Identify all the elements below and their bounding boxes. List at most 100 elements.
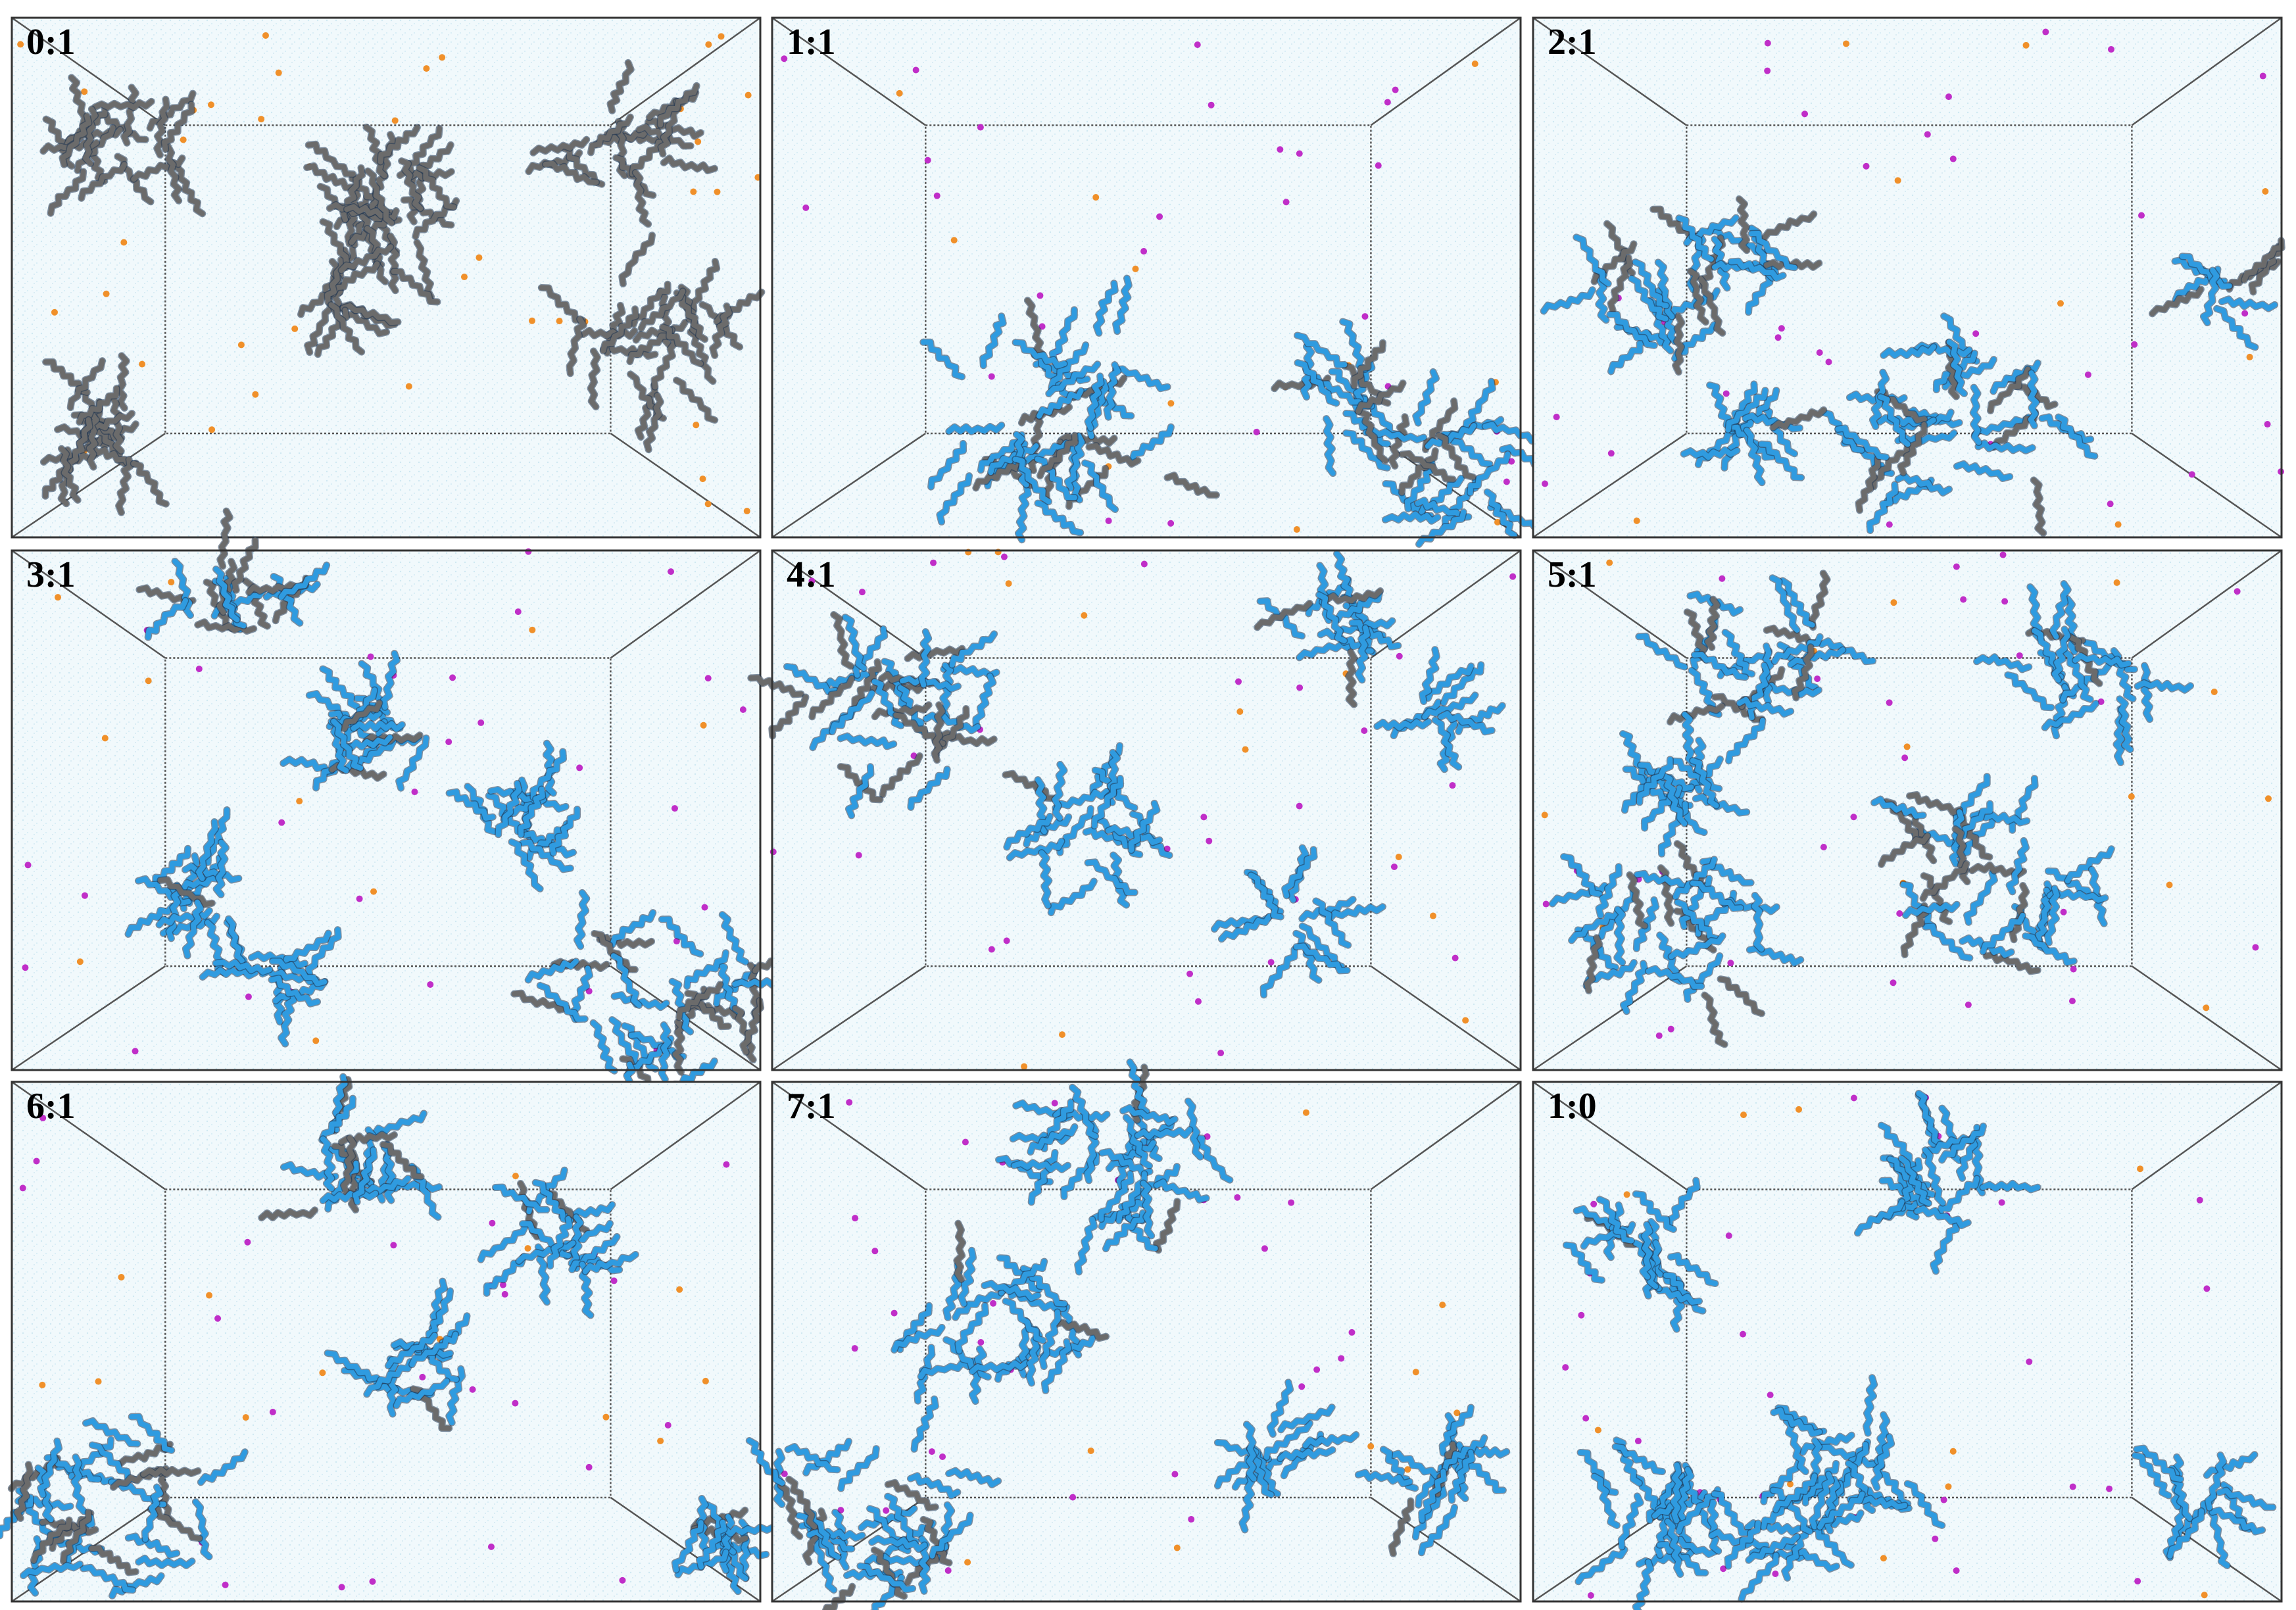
ion: [695, 138, 702, 145]
molecule-chain: [1092, 775, 1123, 829]
ion: [2131, 341, 2138, 348]
molecule-chain: [76, 385, 120, 425]
molecule-chain: [493, 1184, 549, 1213]
molecule-chain: [2045, 885, 2060, 946]
ion: [1167, 520, 1175, 527]
box-edge: [2131, 1081, 2282, 1190]
molecule-chain: [1726, 718, 1765, 764]
molecule-chain: [1746, 1534, 1800, 1563]
molecule-chain: [1633, 1559, 1653, 1610]
molecule-chain: [2141, 663, 2153, 722]
molecule-chain: [610, 953, 642, 1008]
molecule-chain: [684, 950, 729, 989]
ion: [17, 41, 24, 48]
molecule-chain: [785, 1444, 841, 1473]
molecule-chain: [769, 695, 808, 739]
molecule-chain: [155, 1467, 175, 1524]
molecule-chain: [997, 1255, 1042, 1292]
molecule-chain: [530, 748, 566, 800]
molecule-chain: [858, 1505, 917, 1530]
molecule-chain: [1657, 1542, 1708, 1576]
molecule-chain: [588, 348, 600, 410]
molecule-chain: [1870, 370, 1889, 429]
box-edge: [1370, 16, 1521, 126]
molecule-chain: [1037, 433, 1078, 479]
ion: [1384, 99, 1391, 106]
ion: [808, 577, 816, 585]
ion: [207, 101, 214, 109]
molecule-chain: [740, 998, 764, 1055]
molecule-chain: [1085, 859, 1138, 895]
molecule-chain: [86, 412, 99, 470]
molecule-chain: [1356, 380, 1406, 414]
ion: [1361, 727, 1368, 735]
molecule-chain: [1739, 387, 1779, 437]
box-edge: [610, 549, 761, 659]
box-edge: [771, 549, 927, 659]
ion: [705, 41, 712, 48]
molecule-chain: [520, 839, 574, 872]
molecule-chain: [1878, 1123, 1918, 1169]
molecule-chain: [810, 1535, 837, 1593]
ion: [930, 559, 937, 566]
molecule-chain: [1744, 427, 1765, 485]
molecule-chain: [949, 631, 997, 668]
molecule-chain: [232, 537, 258, 593]
molecule-chain: [1578, 1450, 1618, 1496]
molecule-chain: [2134, 1446, 2184, 1482]
ion: [1949, 1448, 1957, 1455]
ion: [423, 65, 430, 72]
molecule-chain: [1661, 773, 1688, 827]
ion: [1000, 553, 1008, 560]
ion: [1949, 155, 1957, 162]
molecule-chain: [1012, 456, 1052, 504]
molecule-chain: [1728, 258, 1786, 281]
ion: [1795, 1106, 1803, 1113]
panel-label: 0:1: [26, 22, 76, 62]
ion: [1462, 1017, 1469, 1024]
molecule-chain: [549, 806, 580, 856]
molecule-chain: [2055, 414, 2097, 459]
molecule-chain: [651, 334, 677, 390]
molecule-chain: [1984, 952, 2041, 974]
molecule-chain: [1351, 340, 1386, 389]
ion: [944, 1567, 952, 1574]
molecule-chain: [1897, 422, 1927, 476]
molecule-chain: [1899, 1156, 1932, 1206]
molecule-chain: [1350, 620, 1401, 650]
ion: [2070, 965, 2077, 973]
ion: [512, 1400, 519, 1407]
molecule-chain: [1708, 228, 1767, 255]
box-edge: [11, 1081, 166, 1190]
panel: 4:1: [747, 549, 1522, 1071]
ion: [1940, 1496, 1947, 1503]
molecule-chain: [1671, 1462, 1682, 1524]
molecule-chain: [365, 168, 395, 226]
ion: [120, 239, 128, 246]
molecule-chain: [1356, 1470, 1413, 1486]
molecule-chain: [306, 927, 341, 979]
molecule-chain: [331, 718, 364, 771]
molecule-chain: [831, 612, 854, 669]
molecule-chain: [1867, 482, 1898, 533]
ion: [769, 848, 777, 856]
box-edge: [1532, 432, 1687, 539]
ion: [2001, 598, 2009, 605]
molecule-chain: [1739, 1552, 1779, 1602]
ion: [1234, 1194, 1241, 1201]
molecule-chain: [537, 983, 588, 1022]
molecule-chain: [1413, 369, 1439, 426]
panel: 0:1: [11, 16, 766, 539]
molecule-chain: [1294, 333, 1348, 368]
molecule-chain: [720, 912, 748, 965]
box-edge: [1532, 965, 1687, 1071]
molecule-chain: [182, 863, 241, 883]
ion: [928, 1448, 935, 1455]
ion: [1623, 1191, 1630, 1198]
ion: [739, 706, 746, 714]
ion: [1945, 1483, 1952, 1490]
molecule-chain: [837, 733, 896, 749]
ion: [1439, 1302, 1446, 1309]
ion: [1348, 1329, 1356, 1336]
ion: [529, 626, 536, 633]
